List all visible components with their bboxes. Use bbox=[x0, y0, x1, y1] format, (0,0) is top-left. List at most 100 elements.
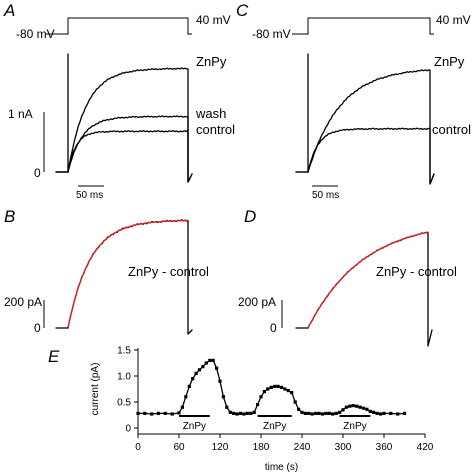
panel-e-series-line bbox=[137, 359, 406, 415]
panel-e-data-point bbox=[208, 358, 212, 362]
panel-e-data-point bbox=[180, 405, 184, 409]
panel-e-data-point bbox=[358, 405, 362, 409]
panel-d-trace-znpy-control bbox=[307, 231, 433, 347]
panel-e-x-tick-label: 120 bbox=[212, 442, 229, 453]
panel-e-data-point bbox=[341, 408, 345, 412]
panel-e-data-point bbox=[245, 411, 249, 415]
panel-e-data-point bbox=[136, 411, 140, 415]
panel-e-data-point bbox=[361, 406, 366, 410]
panel-a: A -80 mV 40 mV 1 nA 0 50 ms ZnPy wash co… bbox=[3, 1, 235, 201]
panel-e-application-bars: ZnPy ZnPy ZnPy bbox=[179, 415, 371, 432]
panel-e-bar-label: ZnPy bbox=[343, 421, 366, 432]
panel-e-data-point bbox=[211, 358, 215, 362]
panel-e-bar-label: ZnPy bbox=[183, 421, 206, 432]
panel-e-data-points bbox=[136, 358, 407, 416]
panel-e-axes: 0 60 120 180 240 300 360 420 0 0.5 1.0 1.5 time (s) c… bbox=[90, 346, 434, 474]
panel-a-step-label: 40 mV bbox=[196, 13, 231, 27]
panel-a-trace-control bbox=[67, 130, 193, 183]
panel-e-data-point bbox=[256, 403, 260, 407]
panel-c-hold-label: -80 mV bbox=[252, 27, 291, 41]
panel-b-traces bbox=[55, 219, 193, 335]
panel-e-data-point bbox=[201, 365, 205, 369]
panel-e-data-point bbox=[238, 411, 243, 415]
panel-e-data-point bbox=[204, 361, 208, 365]
panel-e-letter: E bbox=[48, 347, 60, 366]
panel-e-data-point bbox=[355, 404, 359, 408]
panel-e-x-tick-label: 360 bbox=[376, 442, 393, 453]
panel-e-data-point bbox=[215, 366, 219, 370]
panel-e-y-tick-label: 1.0 bbox=[117, 372, 131, 383]
panel-c-traces bbox=[295, 53, 435, 185]
panel-a-voltage-protocol bbox=[46, 17, 192, 35]
panel-e-data-point bbox=[273, 384, 277, 388]
panel-e-data-point bbox=[279, 385, 284, 389]
panel-e-data-point bbox=[150, 412, 154, 416]
panel-e-x-tick-label: 0 bbox=[135, 442, 141, 453]
panel-e-data-point bbox=[290, 391, 294, 395]
panel-e-data-point bbox=[300, 410, 304, 414]
panel-e-data-point bbox=[379, 412, 383, 416]
panel-e-data-point bbox=[184, 395, 188, 399]
panel-a-current-scale-label: 1 nA bbox=[8, 107, 33, 121]
panel-e-data-point bbox=[368, 409, 372, 413]
panel-e-data-point bbox=[303, 411, 307, 415]
panel-e-data-point bbox=[402, 411, 407, 415]
panel-e-data-point bbox=[344, 405, 348, 409]
panel-e-data-point bbox=[242, 412, 246, 416]
panel-e-data-point bbox=[276, 384, 280, 388]
panel-e-data-point bbox=[317, 411, 321, 415]
panel-b-fit-znpy-control bbox=[67, 219, 189, 329]
panel-e-data-point bbox=[283, 387, 287, 391]
panel-c-step-label: 40 mV bbox=[436, 13, 471, 27]
panel-c-time-scale-label: 50 ms bbox=[312, 190, 339, 201]
panel-e-data-point bbox=[163, 411, 167, 415]
panel-b-current-scale-label: 200 pA bbox=[4, 295, 42, 309]
panel-e-data-point bbox=[334, 411, 338, 415]
panel-e-data-point bbox=[389, 411, 393, 415]
panel-d-zero-label: 0 bbox=[270, 321, 277, 335]
panel-a-trace-znpy bbox=[67, 67, 193, 183]
panel-e-bar-label: ZnPy bbox=[263, 421, 286, 432]
panel-e: E 0 60 120 180 240 300 360 420 0 0.5 1.0 1.5 time (s… bbox=[48, 346, 434, 474]
panel-e-data-point bbox=[382, 411, 386, 415]
panel-e-data-point bbox=[327, 411, 331, 415]
panel-e-data-point bbox=[156, 411, 161, 415]
panel-e-y-tick-label: 0 bbox=[125, 424, 131, 435]
panel-e-data-point bbox=[235, 412, 239, 416]
panel-c: C -80 mV 40 mV 50 ms ZnPy control bbox=[236, 1, 471, 201]
panel-e-data-point bbox=[259, 395, 263, 399]
panel-a-zero-label: 0 bbox=[34, 166, 41, 180]
panel-e-data-point bbox=[262, 390, 266, 394]
panel-e-data-point bbox=[252, 410, 256, 414]
panel-d-current-scale-label: 200 pA bbox=[238, 295, 276, 309]
panel-e-data-point bbox=[170, 412, 174, 416]
panel-e-data-point bbox=[310, 412, 314, 416]
panel-e-data-point bbox=[314, 411, 318, 415]
panel-e-data-point bbox=[338, 410, 342, 414]
panel-e-data-point bbox=[372, 410, 376, 414]
panel-e-x-tick-label: 420 bbox=[417, 442, 434, 453]
panel-e-data-point bbox=[331, 412, 335, 416]
panel-e-data-point bbox=[351, 404, 355, 408]
panel-e-x-tick-label: 240 bbox=[294, 442, 311, 453]
panel-d-traces bbox=[295, 231, 433, 347]
panel-e-data-point bbox=[228, 410, 232, 414]
panel-e-data-point bbox=[348, 404, 352, 408]
panel-e-data-point bbox=[324, 411, 328, 415]
panel-e-y-tick-label: 1.5 bbox=[117, 346, 131, 357]
panel-e-data-point bbox=[307, 411, 311, 415]
panel-a-time-scale-label: 50 ms bbox=[76, 190, 103, 201]
panel-e-data-point bbox=[297, 407, 301, 411]
panel-a-label-wash: wash bbox=[195, 106, 226, 121]
panel-e-y-tick-label: 0.5 bbox=[117, 398, 131, 409]
panel-e-data-point bbox=[191, 377, 195, 381]
panel-e-data-point bbox=[249, 411, 253, 415]
panel-e-x-tick-label: 180 bbox=[253, 442, 270, 453]
panel-e-y-axis-label: current (pA) bbox=[90, 363, 101, 416]
panel-c-voltage-protocol bbox=[292, 17, 434, 35]
panel-c-trace-znpy bbox=[307, 69, 435, 185]
panel-e-data-point bbox=[221, 395, 225, 399]
panel-d-fit-znpy-control bbox=[307, 231, 429, 329]
panel-b-letter: B bbox=[4, 207, 15, 226]
